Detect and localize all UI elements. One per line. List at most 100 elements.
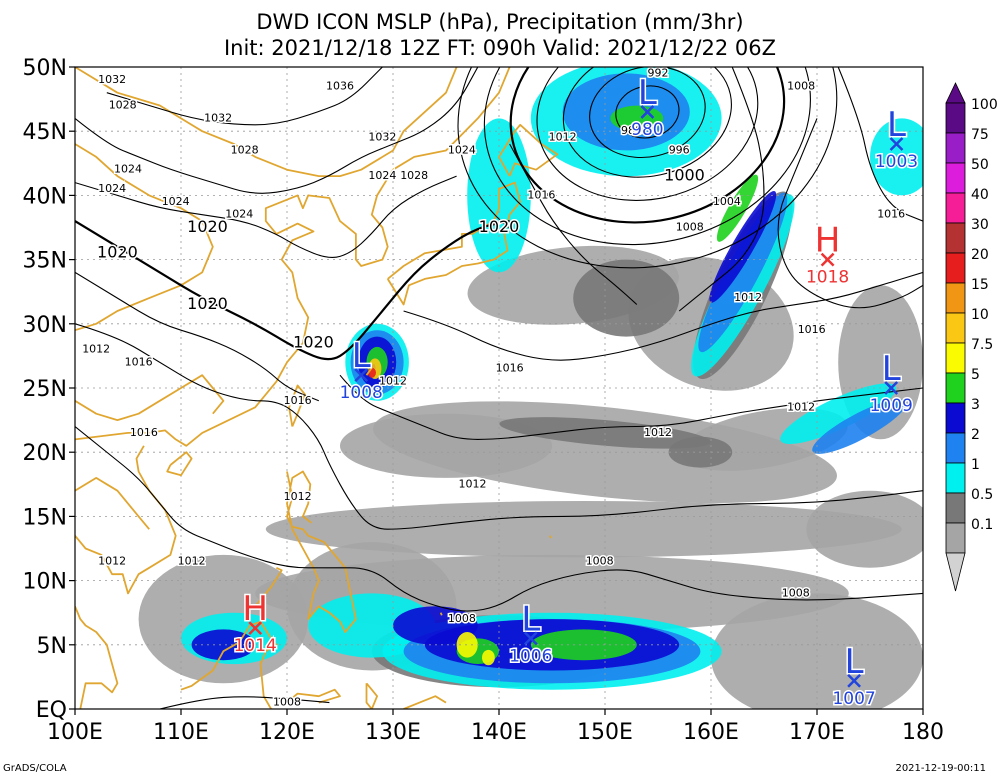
legend-swatch bbox=[945, 282, 966, 314]
isobar-label: 1020 bbox=[293, 333, 334, 352]
legend-label: 50 bbox=[971, 157, 989, 173]
coastline bbox=[254, 566, 283, 607]
isobar-label: 1016 bbox=[130, 426, 158, 439]
isobar-ring bbox=[589, 67, 706, 159]
y-tick-label: 10N bbox=[23, 570, 67, 595]
legend-swatch bbox=[945, 312, 966, 344]
high-pressure-marker: H bbox=[815, 221, 841, 261]
low-pressure-marker: L bbox=[882, 349, 901, 389]
legend-label: 75 bbox=[971, 127, 989, 143]
x-tick-label: 160E bbox=[683, 720, 739, 745]
y-tick-label: 40N bbox=[23, 184, 67, 209]
isobar-label: 1024 bbox=[225, 208, 253, 221]
chart-subtitle: Init: 2021/12/18 12Z FT: 090h Valid: 202… bbox=[224, 36, 776, 60]
isobar-line bbox=[777, 118, 923, 309]
coastline bbox=[75, 605, 119, 709]
low-pressure-marker: L bbox=[887, 105, 906, 145]
y-tick-label: EQ bbox=[36, 698, 67, 723]
pressure-center-value: 1009 bbox=[870, 396, 913, 416]
center-cross-icon bbox=[820, 252, 835, 267]
isobar-line bbox=[403, 271, 923, 361]
center-cross-icon bbox=[248, 621, 263, 635]
legend-swatch bbox=[945, 402, 966, 434]
high-pressure-marker: H bbox=[242, 589, 268, 629]
x-tick-label: 130E bbox=[365, 720, 421, 745]
isobar-line bbox=[509, 143, 638, 305]
pressure-center-layer: L 980 L 1003 H 1018 L 1008 L 1009 H 1014 L 1006 L 1007 bbox=[232, 71, 920, 710]
legend-label: 40 bbox=[971, 187, 989, 203]
legend-swatch bbox=[945, 432, 966, 464]
coastline bbox=[166, 451, 193, 477]
isobar-label: 1008 bbox=[782, 586, 810, 599]
axis-layer: 100E 110E 120E 130E 140E 150E 160E 170E 180 EQ 5N 1… bbox=[23, 56, 944, 745]
isobar-ring bbox=[615, 85, 680, 139]
isobar-line bbox=[837, 67, 923, 222]
isobar-label: 988 bbox=[621, 124, 642, 137]
precip-area bbox=[780, 383, 897, 444]
legend-label: 3 bbox=[971, 397, 980, 413]
pressure-center-value: 1018 bbox=[806, 268, 849, 288]
precip-area bbox=[499, 417, 711, 449]
coastline bbox=[439, 612, 443, 616]
precip-area bbox=[530, 629, 637, 661]
precip-area bbox=[716, 174, 759, 242]
isobar-label: 1012 bbox=[787, 400, 815, 413]
legend-label: 7.5 bbox=[971, 337, 993, 353]
legend-swatch bbox=[945, 222, 966, 254]
isobar-label: 1012 bbox=[379, 375, 407, 388]
center-cross-icon bbox=[884, 381, 899, 395]
isobar-label: 1012 bbox=[734, 291, 762, 304]
isobar-line bbox=[75, 175, 457, 258]
isobar-label: 1024 bbox=[448, 144, 476, 157]
low-pressure-marker: L bbox=[845, 642, 864, 682]
isobar-line bbox=[75, 220, 510, 361]
isobar-ring bbox=[562, 67, 732, 178]
coastline bbox=[75, 445, 177, 595]
y-tick-label: 5N bbox=[37, 634, 67, 659]
isobar-label: 1008 bbox=[448, 612, 476, 625]
precip-area bbox=[393, 606, 478, 645]
isobar-label: 1032 bbox=[98, 73, 126, 86]
isobar-label: 1012 bbox=[459, 477, 487, 490]
isobar-label: 1028 bbox=[109, 99, 137, 112]
coastline bbox=[403, 695, 447, 709]
precip-area bbox=[340, 413, 552, 478]
pressure-center-value: 1007 bbox=[832, 689, 875, 709]
coastline bbox=[386, 181, 522, 306]
isobar-line bbox=[678, 67, 765, 312]
pressure-center-value: 1014 bbox=[234, 636, 277, 656]
coastline bbox=[288, 384, 306, 427]
x-tick-label: 140E bbox=[471, 720, 527, 745]
precip-area bbox=[456, 632, 478, 658]
legend-label: 20 bbox=[971, 247, 989, 263]
legend-label: 0.1 bbox=[971, 517, 993, 533]
legend-top-arrow bbox=[945, 82, 966, 104]
precip-area bbox=[265, 501, 902, 558]
y-tick-label: 50N bbox=[23, 56, 67, 81]
isobar-label: 1012 bbox=[178, 554, 206, 567]
coastline bbox=[75, 67, 511, 447]
y-tick-label: 15N bbox=[23, 505, 67, 530]
isobar-label: 1012 bbox=[82, 343, 110, 356]
x-tick-label: 170E bbox=[789, 720, 845, 745]
isobar-label: 1016 bbox=[527, 188, 555, 201]
precip-area bbox=[709, 190, 777, 303]
pressure-center-value: 1003 bbox=[875, 152, 918, 172]
isobar-label: 1004 bbox=[713, 195, 741, 208]
isobar-line bbox=[106, 67, 383, 126]
x-tick-label: 110E bbox=[153, 720, 209, 745]
isobar-label: 1028 bbox=[231, 144, 259, 157]
y-tick-label: 30N bbox=[23, 313, 67, 338]
precip-area bbox=[711, 593, 923, 709]
footer-credit: GrADS/COLA bbox=[3, 763, 67, 774]
isobar-layer bbox=[75, 67, 923, 709]
isobar-line bbox=[75, 426, 923, 612]
precip-area bbox=[870, 118, 923, 196]
center-cross-icon bbox=[354, 368, 369, 383]
legend-swatch bbox=[945, 492, 966, 524]
isobar-label: 1012 bbox=[284, 490, 312, 503]
legend-label: 15 bbox=[971, 277, 989, 293]
pressure-center-value: 980 bbox=[631, 120, 663, 140]
